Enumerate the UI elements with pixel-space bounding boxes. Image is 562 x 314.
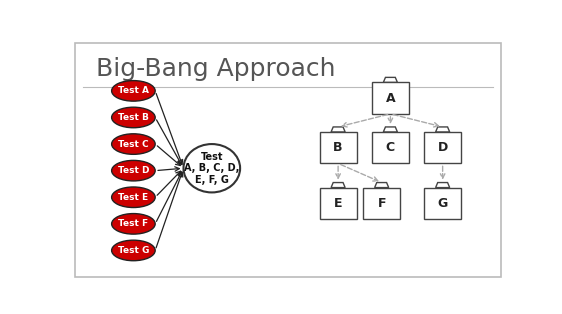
Polygon shape: [383, 127, 397, 132]
Bar: [372, 82, 409, 114]
Bar: [363, 187, 400, 219]
Ellipse shape: [112, 240, 155, 261]
Polygon shape: [436, 182, 450, 187]
Bar: [320, 187, 357, 219]
Text: B: B: [333, 141, 343, 154]
Text: F: F: [378, 197, 386, 210]
Text: E: E: [334, 197, 342, 210]
Text: Test F: Test F: [119, 219, 148, 228]
Polygon shape: [331, 182, 345, 187]
Ellipse shape: [112, 134, 155, 154]
Ellipse shape: [183, 144, 240, 192]
Polygon shape: [375, 182, 389, 187]
Text: Test G: Test G: [117, 246, 149, 255]
Text: D: D: [438, 141, 448, 154]
FancyBboxPatch shape: [75, 42, 501, 277]
Text: G: G: [438, 197, 448, 210]
Text: Test D: Test D: [117, 166, 149, 175]
Text: Test
A, B, C, D,
E, F, G: Test A, B, C, D, E, F, G: [184, 152, 239, 185]
Polygon shape: [331, 127, 345, 132]
Polygon shape: [383, 77, 397, 82]
Ellipse shape: [112, 81, 155, 101]
Ellipse shape: [112, 187, 155, 208]
Text: A: A: [386, 92, 395, 105]
Text: Test B: Test B: [118, 113, 149, 122]
Bar: [424, 132, 461, 163]
Text: Test E: Test E: [119, 193, 148, 202]
Bar: [424, 187, 461, 219]
Ellipse shape: [112, 214, 155, 234]
Text: Big-Bang Approach: Big-Bang Approach: [97, 57, 336, 81]
Text: C: C: [386, 141, 395, 154]
Bar: [372, 132, 409, 163]
Bar: [320, 132, 357, 163]
Ellipse shape: [112, 107, 155, 128]
Ellipse shape: [112, 160, 155, 181]
Text: Test C: Test C: [118, 139, 149, 149]
Polygon shape: [436, 127, 450, 132]
Text: Test A: Test A: [118, 86, 149, 95]
